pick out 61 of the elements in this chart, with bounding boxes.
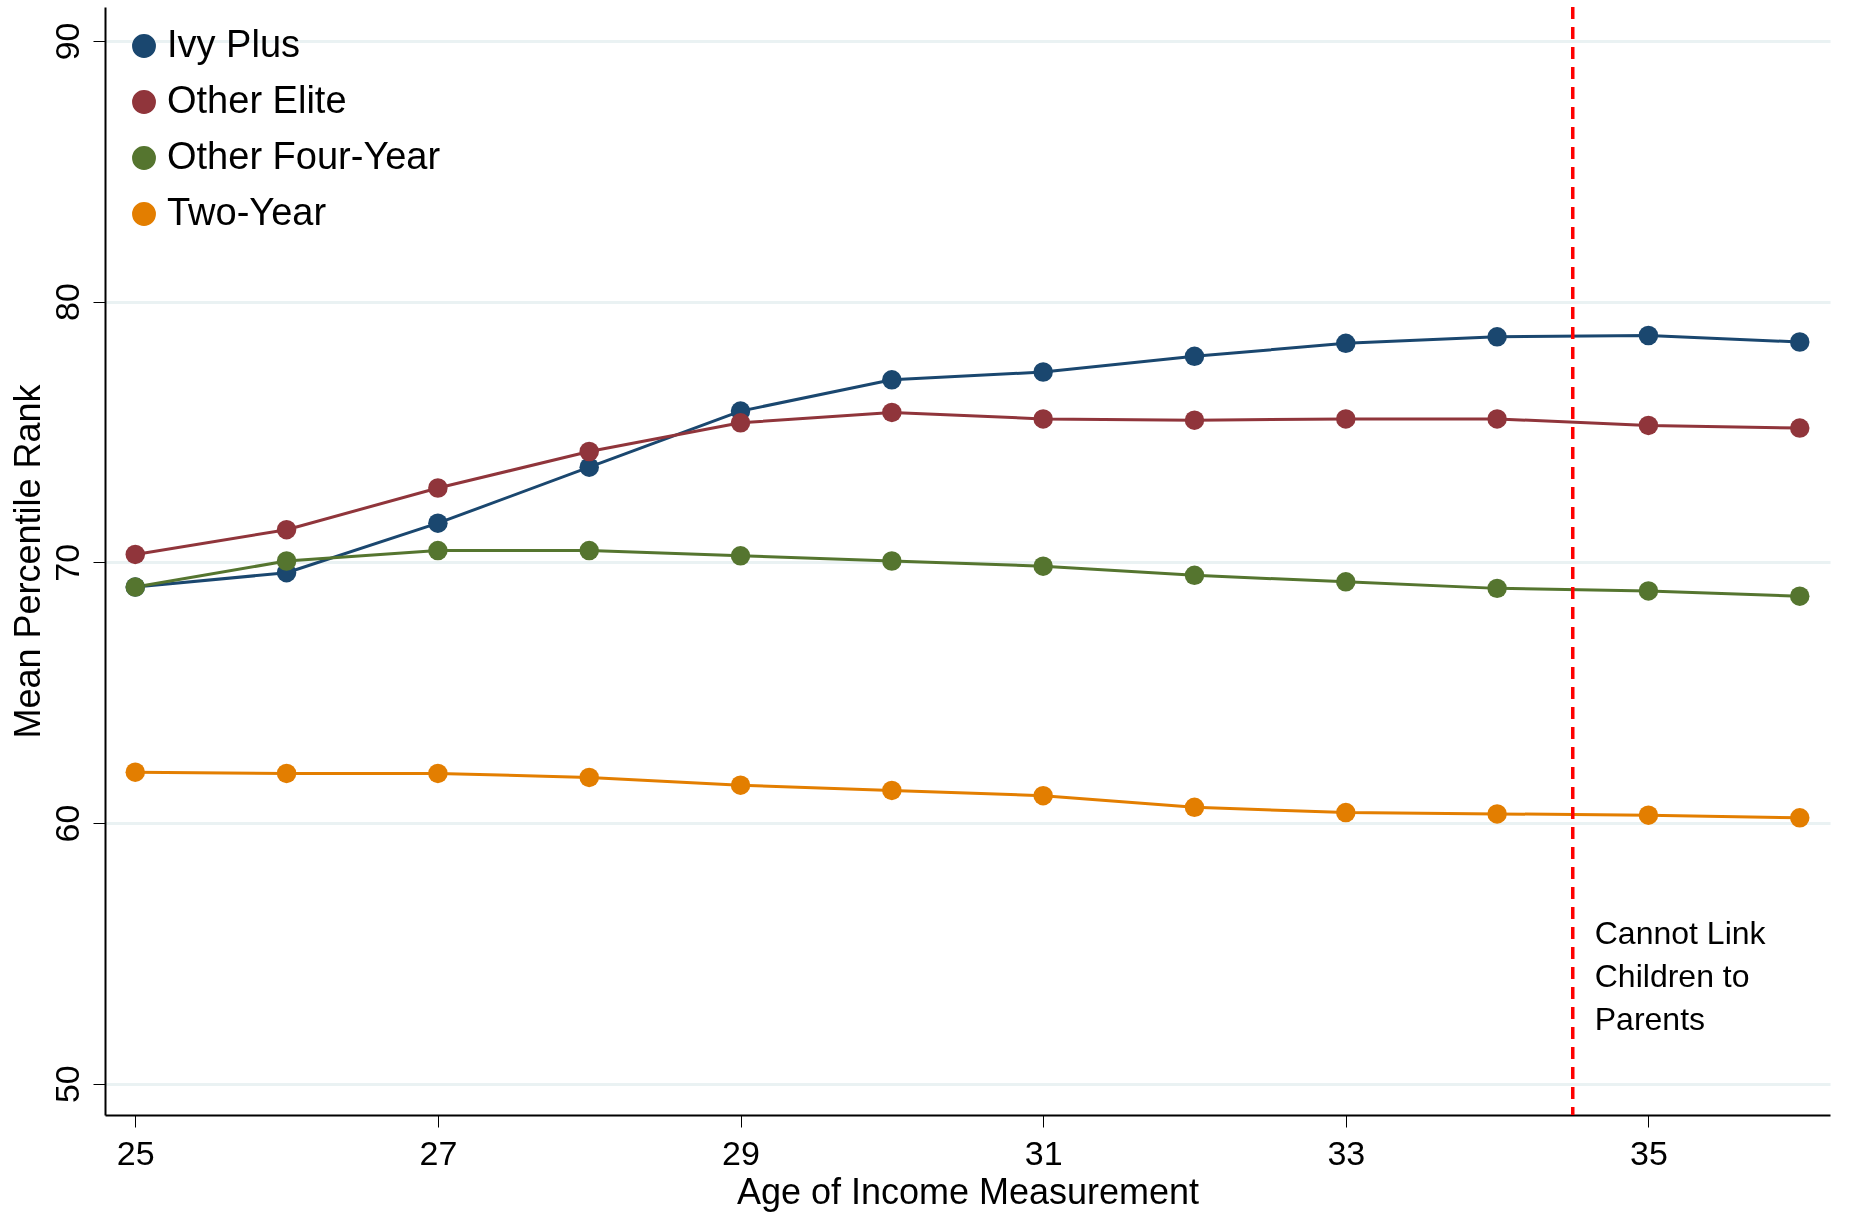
point xyxy=(1789,332,1810,352)
point xyxy=(428,513,448,533)
point xyxy=(882,551,902,571)
x-tick-label: 25 xyxy=(116,1133,155,1172)
y-axis-title: Mean Percentile Rank xyxy=(6,383,48,739)
point xyxy=(1789,418,1810,438)
point xyxy=(1184,797,1205,818)
point xyxy=(1184,410,1205,430)
point xyxy=(276,551,297,571)
point xyxy=(428,763,448,784)
point xyxy=(579,441,599,462)
point xyxy=(428,478,448,498)
point xyxy=(1487,409,1507,429)
point xyxy=(1033,785,1053,806)
x-axis-title: Age of Income Measurement xyxy=(736,1170,1200,1212)
point xyxy=(276,519,297,540)
point xyxy=(1033,362,1053,382)
legend-label: Other Elite xyxy=(167,79,347,121)
point xyxy=(125,544,146,565)
y-tick-label: 90 xyxy=(47,22,86,61)
point xyxy=(1638,581,1659,601)
point xyxy=(882,780,902,801)
point xyxy=(579,540,599,561)
x-tick-label: 27 xyxy=(419,1133,458,1172)
point xyxy=(1638,805,1659,825)
point xyxy=(730,546,751,566)
x-tick-label: 29 xyxy=(722,1133,760,1172)
y-tick-label: 60 xyxy=(47,804,86,843)
ref-line-label: Cannot Link Children to Parents xyxy=(1594,915,1767,1038)
point xyxy=(276,763,297,784)
x-tick-label: 33 xyxy=(1327,1133,1366,1172)
point xyxy=(579,767,599,788)
y-tick-label: 70 xyxy=(47,543,86,582)
point xyxy=(1184,346,1205,367)
point xyxy=(730,775,751,795)
point xyxy=(1487,804,1507,824)
x-tick-label: 35 xyxy=(1630,1133,1668,1172)
point xyxy=(1487,578,1507,599)
point xyxy=(125,762,146,782)
point xyxy=(1789,808,1810,828)
point xyxy=(1336,409,1356,429)
y-tick-label: 50 xyxy=(47,1065,86,1104)
point xyxy=(730,413,751,433)
point xyxy=(1487,327,1507,347)
point xyxy=(428,540,448,561)
point xyxy=(1336,572,1356,592)
point xyxy=(1789,586,1810,606)
point xyxy=(1033,409,1053,429)
point xyxy=(882,370,902,390)
point xyxy=(1184,565,1205,586)
legend-label: Other Four-Year xyxy=(167,135,441,177)
point xyxy=(1638,415,1659,436)
point xyxy=(1638,325,1659,346)
point xyxy=(1336,333,1356,354)
point xyxy=(1033,556,1053,576)
legend-label: Two-Year xyxy=(167,191,327,233)
x-tick-label: 31 xyxy=(1024,1133,1063,1172)
y-tick-label: 80 xyxy=(47,283,86,322)
legend-label: Ivy Plus xyxy=(167,23,301,65)
point xyxy=(882,402,902,423)
point xyxy=(1336,802,1356,823)
